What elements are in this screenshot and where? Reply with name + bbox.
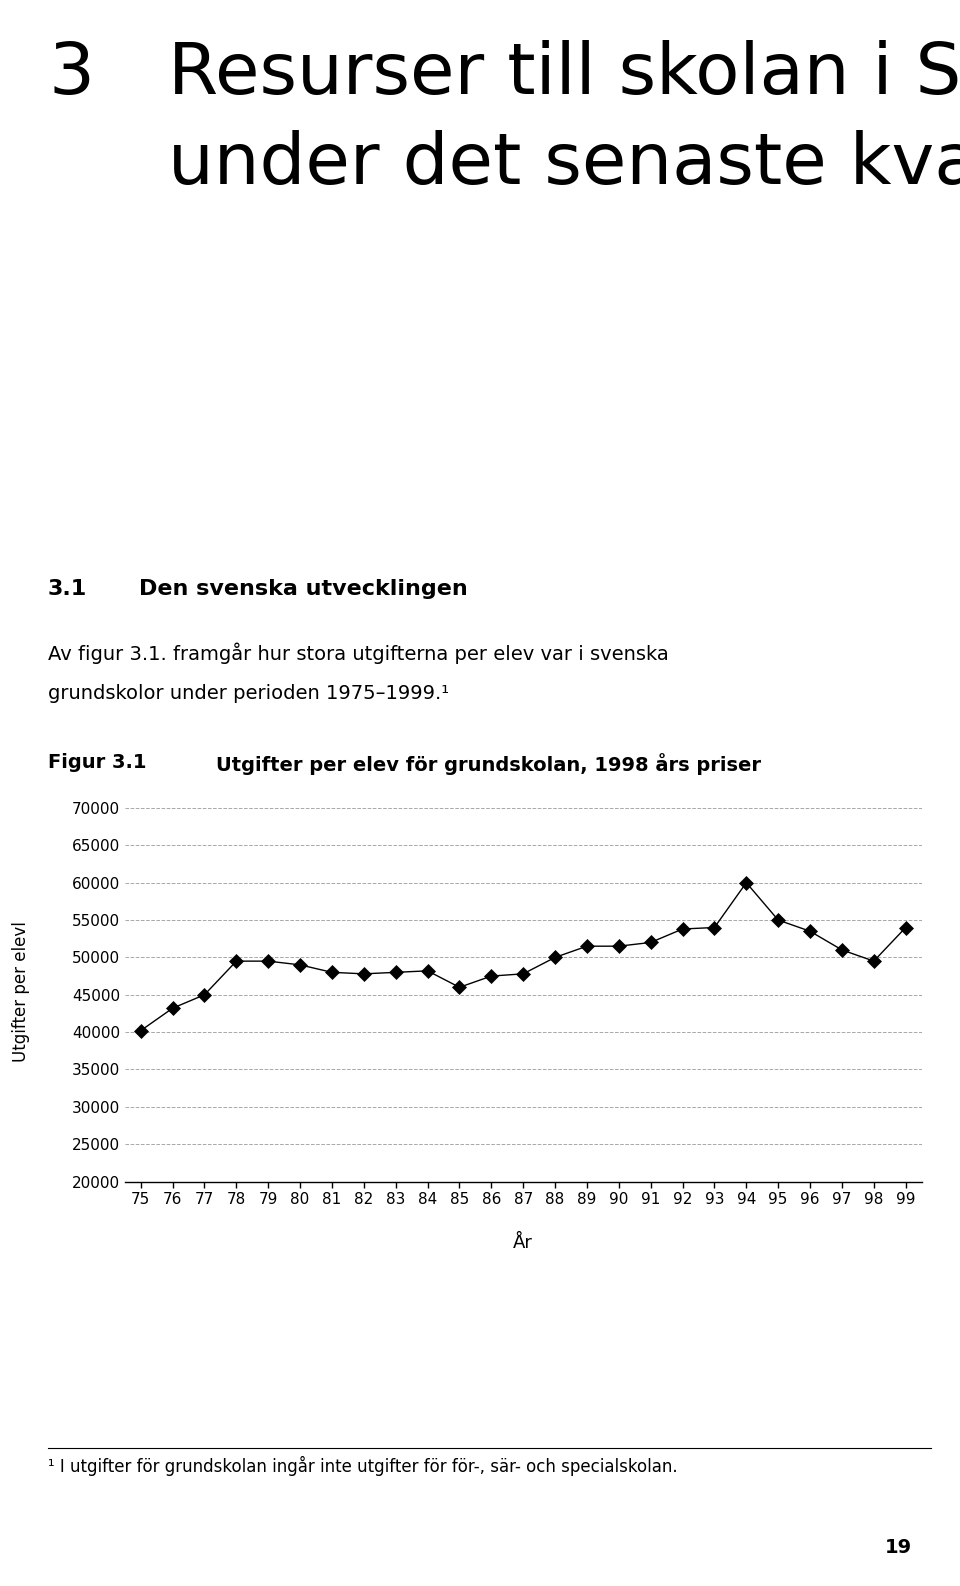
Text: ¹ I utgifter för grundskolan ingår inte utgifter för för-, sär- och specialskola: ¹ I utgifter för grundskolan ingår inte … [48, 1456, 678, 1477]
Text: 3: 3 [48, 40, 94, 109]
Text: Utgifter per elev för grundskolan, 1998 års priser: Utgifter per elev för grundskolan, 1998 … [216, 753, 761, 776]
Text: under det senaste kvartsseklet: under det senaste kvartsseklet [168, 130, 960, 200]
Text: År: År [514, 1234, 533, 1251]
Text: 3.1: 3.1 [48, 579, 87, 600]
Text: Den svenska utvecklingen: Den svenska utvecklingen [139, 579, 468, 600]
Text: 19: 19 [885, 1538, 912, 1557]
Text: grundskolor under perioden 1975–1999.¹: grundskolor under perioden 1975–1999.¹ [48, 684, 449, 703]
Text: Figur 3.1: Figur 3.1 [48, 753, 147, 772]
Text: Resurser till skolan i Sverige: Resurser till skolan i Sverige [168, 40, 960, 109]
Text: Utgifter per elevl: Utgifter per elevl [12, 921, 30, 1061]
Text: Av figur 3.1. framgår hur stora utgifterna per elev var i svenska: Av figur 3.1. framgår hur stora utgifter… [48, 642, 669, 665]
